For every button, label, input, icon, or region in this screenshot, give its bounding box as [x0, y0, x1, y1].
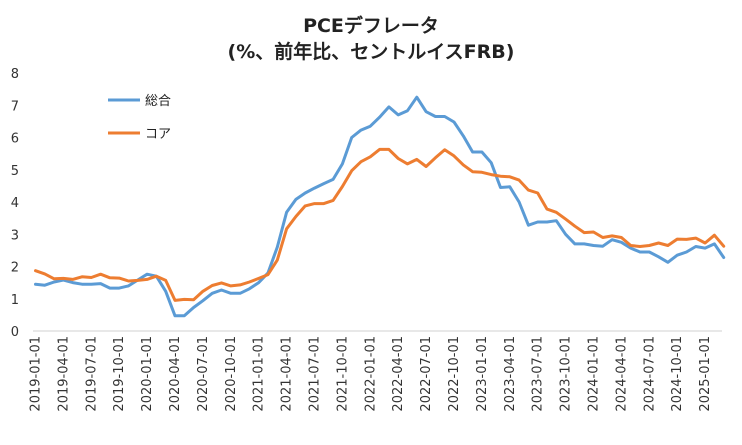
y-tick-label: 7 [11, 99, 19, 114]
y-tick-label: 5 [11, 164, 19, 179]
y-tick-label: 0 [11, 325, 19, 340]
y-tick-label: 6 [11, 132, 19, 147]
x-tick-label: 2023-04-01 [503, 336, 518, 412]
legend-label: 総合 [145, 94, 171, 109]
x-tick-label: 2020-01-01 [140, 336, 155, 412]
x-tick-label: 2019-07-01 [84, 336, 99, 412]
x-tick-label: 2023-10-01 [559, 336, 574, 412]
x-tick-label: 2021-10-01 [335, 336, 350, 412]
x-tick-label: 2024-10-01 [670, 336, 685, 412]
x-tick-labels: 2019-01-01 2019-04-01 2019-07-01 2019-10-01… [29, 336, 714, 412]
x-tick-label: 2023-01-01 [475, 336, 490, 412]
x-tick-label: 2025-01-01 [698, 336, 713, 412]
x-tick-label: 2020-04-01 [168, 336, 183, 412]
y-tick-label: 1 [11, 293, 19, 308]
chart-title-line-1: PCEデフレータ [303, 14, 439, 37]
x-tick-label: 2021-01-01 [252, 336, 267, 412]
y-tick-labels: 0 1 2 3 4 5 6 7 8 [11, 67, 19, 340]
x-tick-label: 2022-10-01 [447, 336, 462, 412]
x-tick-label: 2019-01-01 [29, 336, 44, 412]
y-tick-label: 4 [11, 196, 19, 211]
x-tick-label: 2024-04-01 [614, 336, 629, 412]
x-tick-label: 2021-04-01 [280, 336, 295, 412]
x-tick-label: 2020-10-01 [224, 336, 239, 412]
legend-label: コア [145, 127, 171, 142]
series-lines [34, 95, 726, 318]
x-tick-label: 2021-07-01 [308, 336, 323, 412]
series-line-headline [34, 95, 726, 318]
x-tick-label: 2024-07-01 [642, 336, 657, 412]
series-line-core [34, 147, 726, 302]
x-tick-label: 2019-04-01 [56, 336, 71, 412]
x-tick-label: 2023-07-01 [531, 336, 546, 412]
x-tick-label: 2019-10-01 [112, 336, 127, 412]
y-tick-label: 2 [11, 261, 19, 276]
x-tick-label: 2022-04-01 [391, 336, 406, 412]
y-tick-label: 3 [11, 228, 19, 243]
x-tick-label: 2022-07-01 [419, 336, 434, 412]
x-tick-label: 2024-01-01 [587, 336, 602, 412]
y-tick-label: 8 [11, 67, 19, 82]
x-tick-label: 2022-01-01 [363, 336, 378, 412]
chart-title-line-2: (%、前年比、セントルイスFRB) [228, 40, 515, 63]
x-tick-label: 2020-07-01 [196, 336, 211, 412]
